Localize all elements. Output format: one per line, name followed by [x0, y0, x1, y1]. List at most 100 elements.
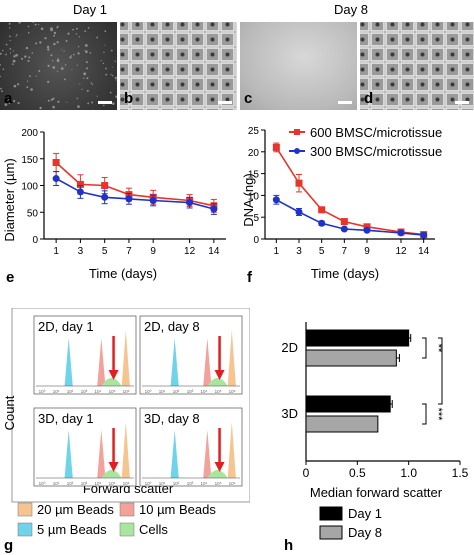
legend-swatch	[319, 525, 343, 540]
histogram-x-tick: 10¹	[159, 481, 166, 486]
cell-speck	[77, 52, 80, 55]
cell-speck	[69, 56, 72, 59]
microtissue	[135, 82, 140, 87]
microtissue	[435, 67, 440, 72]
cell-speck	[47, 48, 50, 51]
microtissue	[405, 52, 410, 57]
histogram-x-tick: 10³	[187, 389, 194, 394]
microtissue	[360, 37, 365, 42]
cell-speck	[27, 25, 30, 28]
histogram-title: 2D, day 1	[38, 319, 94, 334]
arrow-head	[214, 462, 225, 472]
microtissue	[135, 97, 140, 102]
cell-speck	[13, 84, 17, 88]
legend-swatch	[17, 522, 33, 537]
cell-speck	[78, 36, 80, 38]
cell-speck	[110, 73, 112, 75]
cell-speck	[86, 89, 89, 92]
cell-speck	[12, 59, 16, 63]
cell-speck	[27, 60, 30, 62]
peak-10um-beads	[203, 338, 212, 386]
significance-label: **	[432, 344, 444, 353]
histogram-x-tick: 10⁰	[145, 389, 152, 394]
peak-20um-beads	[227, 330, 236, 386]
cell-speck	[38, 70, 41, 72]
microtissue	[180, 67, 185, 72]
microtissue	[120, 22, 125, 27]
arrow-head	[214, 370, 225, 380]
microtissue	[225, 37, 230, 42]
cell-speck	[96, 36, 98, 39]
cell-speck	[50, 27, 53, 30]
cell-speck	[63, 50, 65, 52]
histogram-x-tick: 10²	[67, 481, 74, 486]
microtissue	[465, 97, 470, 102]
microtissue	[210, 22, 215, 27]
microtissue	[195, 97, 200, 102]
microtissue	[465, 67, 470, 72]
histogram-x-tick: 10¹	[159, 389, 166, 394]
y-tick-label: 100	[21, 182, 38, 193]
micrograph-a-cells	[0, 22, 117, 110]
cell-speck	[5, 53, 7, 56]
cell-speck	[53, 42, 56, 46]
y-tick-label: 25	[248, 126, 260, 137]
histogram-x-tick: 10⁵	[215, 481, 222, 486]
day8-heading: Day 8	[334, 2, 368, 17]
cell-speck	[61, 67, 64, 70]
microtissue	[135, 52, 140, 57]
histogram-x-tick: 10¹	[53, 389, 60, 394]
y-tick-label: 10	[248, 191, 260, 202]
x-tick-label: 3	[78, 246, 84, 257]
microtissue	[120, 67, 125, 72]
histogram-x-tick: 10⁶	[229, 481, 236, 486]
microtissue	[165, 22, 170, 27]
microtissue	[405, 97, 410, 102]
data-point	[318, 219, 326, 227]
category-label: 3D	[281, 406, 298, 421]
histogram-frame	[33, 315, 137, 395]
microwell	[415, 107, 430, 110]
data-point	[186, 199, 194, 207]
microwell	[235, 92, 237, 107]
microtissue	[375, 97, 380, 102]
microtissue	[360, 22, 365, 27]
microwell	[205, 107, 220, 110]
significance-bracket-outer	[438, 337, 443, 405]
cell-speck	[77, 105, 80, 108]
histogram-x-tick: 10⁶	[123, 481, 130, 486]
histogram-3: 10⁰ 10¹ 10² 10³ 10⁴ 10⁵ 10⁶ 3D, day 1	[33, 407, 137, 487]
x-tick-label: 1.5	[452, 466, 469, 480]
data-point	[318, 206, 326, 214]
cell-speck	[35, 75, 37, 77]
microtissue	[465, 82, 470, 87]
cell-speck	[38, 23, 40, 25]
cell-speck	[84, 49, 86, 51]
microtissue	[120, 97, 125, 102]
histogram-x-tick: 10⁵	[109, 481, 116, 486]
peak-10um-beads	[203, 430, 212, 478]
peak-5um-beads	[64, 430, 73, 478]
histogram-x-tick: 10³	[81, 389, 88, 394]
x-tick-label: 1.0	[400, 466, 417, 480]
x-tick-label: 14	[418, 246, 430, 257]
data-point	[125, 195, 133, 203]
scale-bar	[455, 101, 469, 104]
panel-letter-c: c	[244, 90, 253, 107]
data-point	[52, 175, 60, 183]
cell-speck	[4, 103, 8, 106]
cell-speck	[39, 106, 42, 110]
y-tick-label: 150	[21, 155, 38, 166]
cell-speck	[91, 101, 94, 104]
cell-speck	[26, 86, 29, 88]
legend-label-300: 300 BMSC/microtissue	[310, 144, 442, 159]
microtissue	[420, 97, 425, 102]
cell-speck	[79, 83, 81, 85]
microtissue	[390, 97, 395, 102]
cell-speck	[56, 41, 59, 44]
e-xlabel: Time (days)	[89, 266, 157, 281]
microtissue	[135, 67, 140, 72]
peak-20um-beads	[227, 422, 236, 478]
cell-speck	[105, 67, 107, 70]
histogram-frame	[139, 407, 243, 487]
